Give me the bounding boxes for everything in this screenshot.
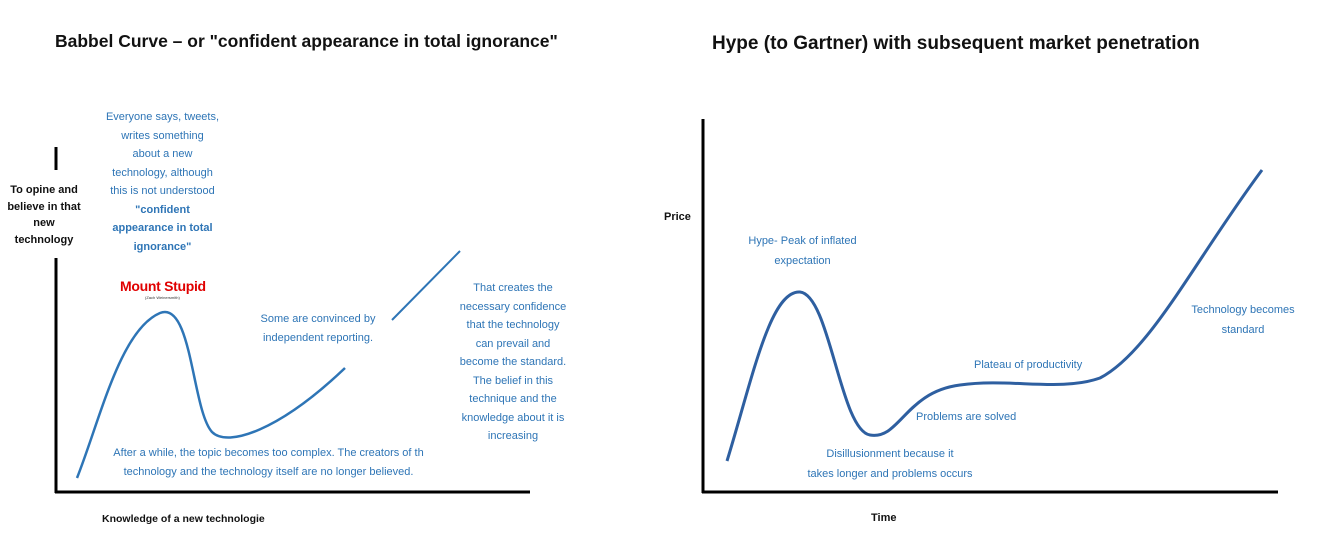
left-curve bbox=[75, 310, 346, 479]
right-x-axis-label: Time bbox=[871, 512, 897, 524]
annotation-line: knowledge about it is bbox=[461, 411, 565, 424]
left-y-axis-label: To opine and believe in that new technol… bbox=[4, 182, 84, 248]
annotation-line: increasing bbox=[487, 430, 539, 442]
right-annotation-plateau: Plateau of productivity bbox=[974, 359, 1083, 371]
annotation-line: can prevail and bbox=[475, 337, 551, 350]
annotation-line: necessary confidence bbox=[459, 300, 567, 313]
annotation-line: The belief in this bbox=[472, 374, 554, 387]
annotation-line: technique and the bbox=[469, 393, 557, 405]
right-annotation-hype: Hype- Peak of inflated expectation bbox=[730, 231, 875, 271]
right-y-axis-label: Price bbox=[664, 211, 691, 223]
mount-stupid-label: Mount Stupid bbox=[120, 278, 206, 294]
annotation-line: "confident bbox=[135, 203, 190, 216]
left-x-axis-label: Knowledge of a new technologie bbox=[102, 513, 265, 525]
left-y-label-line: new bbox=[33, 217, 55, 229]
right-annotation-disillusion: Disillusionment because it takes longer … bbox=[785, 444, 995, 484]
left-annotation-bottom: After a while, the topic becomes too com… bbox=[96, 444, 441, 481]
annotation-line: ignorance" bbox=[133, 240, 192, 253]
annotation-line: That creates the bbox=[473, 282, 553, 294]
left-annotation-top: Everyone says, tweets, writes something … bbox=[90, 108, 235, 256]
annotation-line: technology and the technology itself are… bbox=[123, 465, 414, 478]
annotation-line: expectation bbox=[774, 255, 831, 267]
right-curve bbox=[725, 169, 1264, 462]
annotation-line: technology, although bbox=[112, 166, 213, 179]
left-curve-upper bbox=[391, 250, 461, 321]
right-diagram-title: Hype (to Gartner) with subsequent market… bbox=[712, 33, 1200, 54]
right-annotation-solved: Problems are solved bbox=[916, 411, 1017, 423]
annotation-line: Disillusionment because it bbox=[826, 448, 954, 460]
annotation-line: about a new bbox=[132, 148, 193, 160]
annotation-line: this is not understood bbox=[110, 185, 215, 197]
left-diagram-title: Babbel Curve – or "confident appearance … bbox=[55, 31, 558, 51]
left-y-label-line: To opine and bbox=[10, 184, 78, 196]
annotation-line: that the technology bbox=[466, 319, 560, 331]
annotation-line: After a while, the topic becomes too com… bbox=[113, 447, 424, 459]
annotation-line: independent reporting. bbox=[262, 331, 374, 344]
mount-stupid-credit: (Zach Weinersmith) bbox=[145, 295, 180, 300]
annotation-line: standard bbox=[1221, 324, 1265, 336]
right-annotation-standard: Technology becomes standard bbox=[1178, 300, 1308, 340]
annotation-line: takes longer and problems occurs bbox=[807, 468, 973, 480]
annotation-line: Some are convinced by bbox=[260, 313, 376, 325]
left-annotation-right: That creates the necessary confidence th… bbox=[448, 279, 578, 446]
annotation-line: appearance in total bbox=[112, 222, 213, 234]
annotation-line: Hype- Peak of inflated bbox=[748, 235, 857, 247]
left-y-label-line: technology bbox=[14, 233, 74, 246]
annotation-line: writes something bbox=[121, 129, 204, 142]
left-annotation-mid: Some are convinced by independent report… bbox=[248, 310, 388, 347]
annotation-line: become the standard. bbox=[459, 356, 567, 368]
left-y-label-line: believe in that bbox=[7, 200, 81, 213]
annotation-line: Technology becomes bbox=[1191, 304, 1295, 316]
annotation-line: Everyone says, tweets, bbox=[105, 111, 220, 123]
